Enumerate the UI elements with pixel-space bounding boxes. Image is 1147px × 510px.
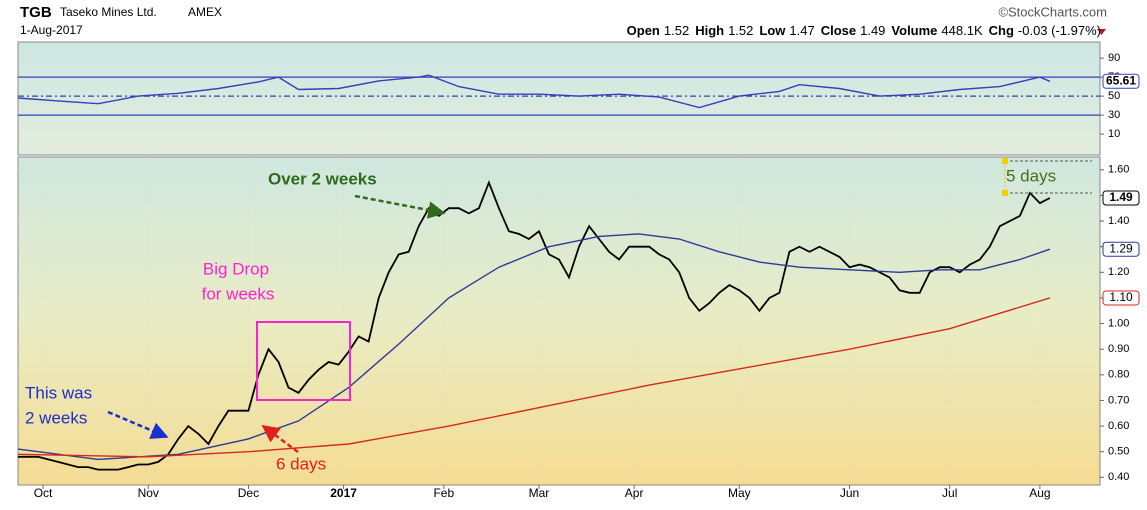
y-tick-label: 0.40 bbox=[1108, 471, 1129, 483]
y-tick-label: 0.80 bbox=[1108, 369, 1129, 381]
last-value-label: 1.29 bbox=[1109, 241, 1133, 255]
quote-value: 1.52 bbox=[663, 23, 690, 38]
quote-label: High bbox=[695, 23, 725, 38]
price-panel bbox=[17, 156, 1101, 486]
x-tick-label: Jul bbox=[942, 486, 957, 500]
exchange: AMEX bbox=[188, 5, 222, 19]
x-tick-label: Apr bbox=[625, 486, 644, 500]
y-tick-label: 0.90 bbox=[1108, 343, 1129, 355]
symbol: TGB bbox=[20, 4, 52, 21]
annotation: 6 days bbox=[276, 454, 326, 473]
quote-value: -0.03 (-1.97%) bbox=[1017, 23, 1101, 38]
highlight-box bbox=[256, 321, 351, 401]
quote-value: 1.47 bbox=[789, 23, 815, 38]
x-tick-label: Mar bbox=[529, 486, 550, 500]
series-line bbox=[17, 74, 1051, 109]
y-tick-label: 10 bbox=[1108, 128, 1120, 140]
x-tick-label: May bbox=[728, 486, 751, 500]
last-value-box bbox=[1102, 190, 1140, 206]
annotation: Over 2 weeks bbox=[268, 169, 377, 188]
x-tick-label: Aug bbox=[1029, 486, 1050, 500]
last-value-box bbox=[1102, 241, 1140, 257]
y-tick-label: 90 bbox=[1108, 52, 1120, 64]
last-value-label: 65.61 bbox=[1106, 73, 1136, 87]
quote-row: Open 1.52 High 1.52 Low 1.47 Close 1.49 Volume 44… bbox=[621, 23, 1101, 38]
quote-label: Close bbox=[820, 23, 857, 38]
x-tick-label: Oct bbox=[34, 486, 53, 500]
y-tick-label: 1.00 bbox=[1108, 317, 1129, 329]
series-line bbox=[17, 297, 1051, 458]
rsi-panel bbox=[17, 41, 1101, 156]
annotation: 5 days bbox=[1006, 166, 1056, 185]
down-arrow bbox=[1097, 29, 1106, 35]
handle bbox=[1002, 190, 1008, 196]
handle bbox=[1002, 158, 1008, 164]
x-tick-label: Jun bbox=[840, 486, 859, 500]
source: ©StockCharts.com bbox=[998, 4, 1107, 19]
plot-layer: 103050709065.610.400.500.600.700.800.901… bbox=[17, 52, 1140, 500]
y-tick-label: 50 bbox=[1108, 90, 1120, 102]
quote-label: Chg bbox=[988, 23, 1014, 38]
x-tick-label: Dec bbox=[238, 486, 259, 500]
x-tick-label: Nov bbox=[138, 486, 159, 500]
x-tick-label: 2017 bbox=[330, 486, 357, 500]
quote-value: 448.1K bbox=[941, 23, 983, 38]
company: Taseko Mines Ltd. bbox=[60, 5, 157, 19]
quote-value: 1.52 bbox=[728, 23, 754, 38]
x-tick-label: Feb bbox=[433, 486, 454, 500]
last-value-box bbox=[1102, 73, 1140, 89]
date: 1-Aug-2017 bbox=[20, 23, 83, 37]
annotation: This was bbox=[25, 383, 92, 402]
y-tick-label: 0.50 bbox=[1108, 446, 1129, 458]
last-value-label: 1.49 bbox=[1109, 190, 1133, 204]
annotation: 2 weeks bbox=[25, 408, 87, 427]
annotation: for weeks bbox=[202, 284, 275, 303]
arrow bbox=[107, 410, 169, 439]
y-tick-label: 1.40 bbox=[1108, 215, 1129, 227]
quote-value: 1.49 bbox=[860, 23, 886, 38]
last-value-box bbox=[1102, 290, 1140, 306]
last-value-label: 1.10 bbox=[1109, 290, 1133, 304]
quote-label: Low bbox=[759, 23, 786, 38]
y-tick-label: 30 bbox=[1108, 109, 1120, 121]
quote-label: Volume bbox=[891, 23, 938, 38]
annotation: Big Drop bbox=[203, 259, 269, 278]
arrow bbox=[261, 424, 299, 454]
quote-label: Open bbox=[626, 23, 660, 38]
y-tick-label: 0.70 bbox=[1108, 394, 1129, 406]
y-tick-label: 1.60 bbox=[1108, 164, 1129, 176]
y-tick-label: 0.60 bbox=[1108, 420, 1129, 432]
arrow bbox=[354, 194, 446, 219]
y-tick-label: 1.20 bbox=[1108, 266, 1129, 278]
